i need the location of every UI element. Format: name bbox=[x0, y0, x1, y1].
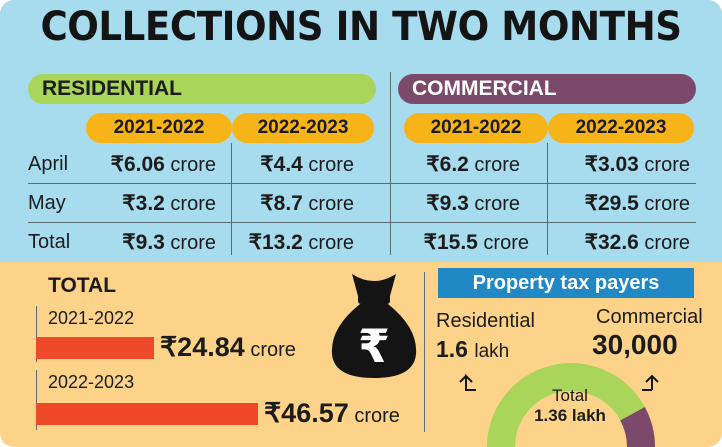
bar-label-2021-2022: 2021-2022 bbox=[48, 308, 135, 328]
money-bag-icon: ₹ bbox=[331, 274, 417, 378]
table-cell: ₹9.3 crore bbox=[122, 231, 216, 254]
residential-arrow-icon bbox=[459, 373, 476, 391]
row-label-april: April bbox=[28, 153, 69, 175]
row-label-total: Total bbox=[28, 231, 71, 253]
column-divider bbox=[547, 143, 548, 255]
property-tax-header: Property tax payers bbox=[438, 268, 694, 298]
svg-text:₹: ₹ bbox=[358, 319, 390, 373]
table-cell: ₹8.7 crore bbox=[260, 192, 354, 215]
residential-payers-label: Residential bbox=[436, 310, 535, 332]
commercial-year-2-header: 2022-2023 bbox=[548, 113, 694, 143]
row-label-may: May bbox=[28, 192, 66, 214]
donut-total-value: 1.36 lakh bbox=[534, 406, 606, 425]
residential-year-1-header: 2021-2022 bbox=[86, 113, 232, 143]
row-divider bbox=[28, 222, 696, 223]
bar-value-2022-2023: ₹46.57 crore bbox=[264, 398, 400, 428]
total-bar-2021-2022 bbox=[36, 337, 154, 359]
donut-center-label: Total 1.36 lakh bbox=[500, 386, 640, 426]
column-divider bbox=[231, 143, 232, 255]
commercial-header: COMMERCIAL bbox=[398, 74, 696, 104]
bar-label-2022-2023: 2022-2023 bbox=[48, 372, 135, 392]
table-cell: ₹32.6 crore bbox=[584, 231, 690, 254]
residential-year-2-header: 2022-2023 bbox=[232, 113, 374, 143]
table-cell: ₹6.06 crore bbox=[110, 153, 216, 176]
commercial-payers-value: 30,000 bbox=[592, 329, 678, 360]
table-cell: ₹15.5 crore bbox=[423, 231, 529, 254]
commercial-arrow-icon bbox=[642, 374, 659, 391]
table-cell: ₹3.2 crore bbox=[122, 192, 216, 215]
group-divider bbox=[390, 72, 391, 255]
donut-slice-commercial bbox=[620, 407, 655, 447]
residential-payers-value: 1.6 lakh bbox=[436, 336, 510, 362]
table-cell: ₹4.4 crore bbox=[260, 153, 354, 176]
table-cell: ₹6.2 crore bbox=[426, 153, 520, 176]
residential-header: RESIDENTIAL bbox=[28, 74, 376, 104]
row-divider bbox=[28, 183, 696, 184]
commercial-year-1-header: 2021-2022 bbox=[404, 113, 548, 143]
bar-value-2021-2022: ₹24.84 crore bbox=[160, 332, 296, 362]
donut-slice-residential bbox=[487, 363, 645, 447]
page-title: COLLECTIONS IN TWO MONTHS bbox=[40, 4, 682, 50]
table-cell: ₹29.5 crore bbox=[584, 192, 690, 215]
table-cell: ₹9.3 crore bbox=[426, 192, 520, 215]
table-cell: ₹3.03 crore bbox=[584, 153, 690, 176]
total-heading: TOTAL bbox=[48, 274, 117, 297]
section-divider bbox=[424, 272, 425, 432]
donut-total-label: Total bbox=[552, 386, 588, 405]
table-cell: ₹13.2 crore bbox=[248, 231, 354, 254]
commercial-payers-label: Commercial bbox=[596, 306, 703, 328]
property-tax-donut-chart bbox=[459, 363, 659, 447]
bar-axis bbox=[36, 370, 37, 430]
total-bar-2022-2023 bbox=[36, 403, 258, 425]
bar-axis bbox=[36, 306, 37, 362]
